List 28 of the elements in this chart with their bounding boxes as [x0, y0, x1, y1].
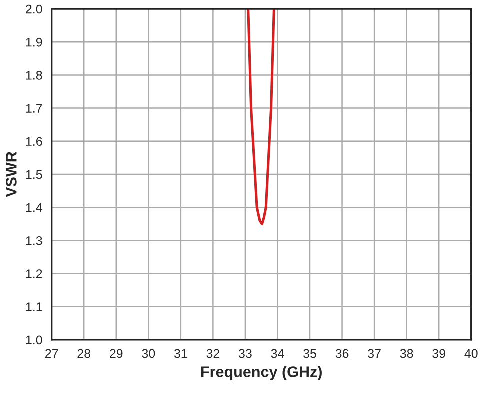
x-tick-label: 28 [78, 349, 91, 358]
y-tick-label: 1.8 [26, 71, 42, 80]
x-axis-title: Frequency (GHz) [202, 366, 322, 380]
x-tick-label: 31 [174, 349, 188, 358]
x-tick-label: 39 [432, 349, 446, 358]
y-axis-title: VSWR [6, 152, 17, 198]
x-tick-label: 35 [304, 349, 316, 358]
line-series [247, 9, 276, 226]
y-tick-label: 1.1 [26, 302, 42, 312]
y-tick-label: 1.5 [26, 170, 42, 180]
y-tick-label: 1.2 [26, 270, 42, 278]
x-tick-label: 27 [46, 349, 58, 358]
y-tick-label: 2.0 [26, 4, 42, 14]
x-tick-label: 30 [142, 349, 156, 358]
y-tick-label: 1.4 [26, 204, 42, 212]
y-tick-label: 1.7 [26, 104, 42, 113]
y-tick-label: 1.3 [26, 236, 42, 246]
y-tick-label: 1.9 [26, 38, 42, 47]
x-tick-label: 37 [368, 349, 381, 358]
x-tick-label: 34 [271, 349, 284, 358]
x-tick-label: 33 [238, 349, 252, 358]
x-tick-label: 36 [336, 349, 349, 358]
x-tick-label: 32 [206, 349, 220, 358]
y-tick-label: 1.6 [26, 137, 42, 146]
y-tick-label: 1.0 [26, 336, 42, 345]
x-tick-label: 40 [464, 349, 478, 358]
x-tick-label: 29 [110, 349, 123, 358]
x-tick-label: 38 [400, 349, 414, 358]
